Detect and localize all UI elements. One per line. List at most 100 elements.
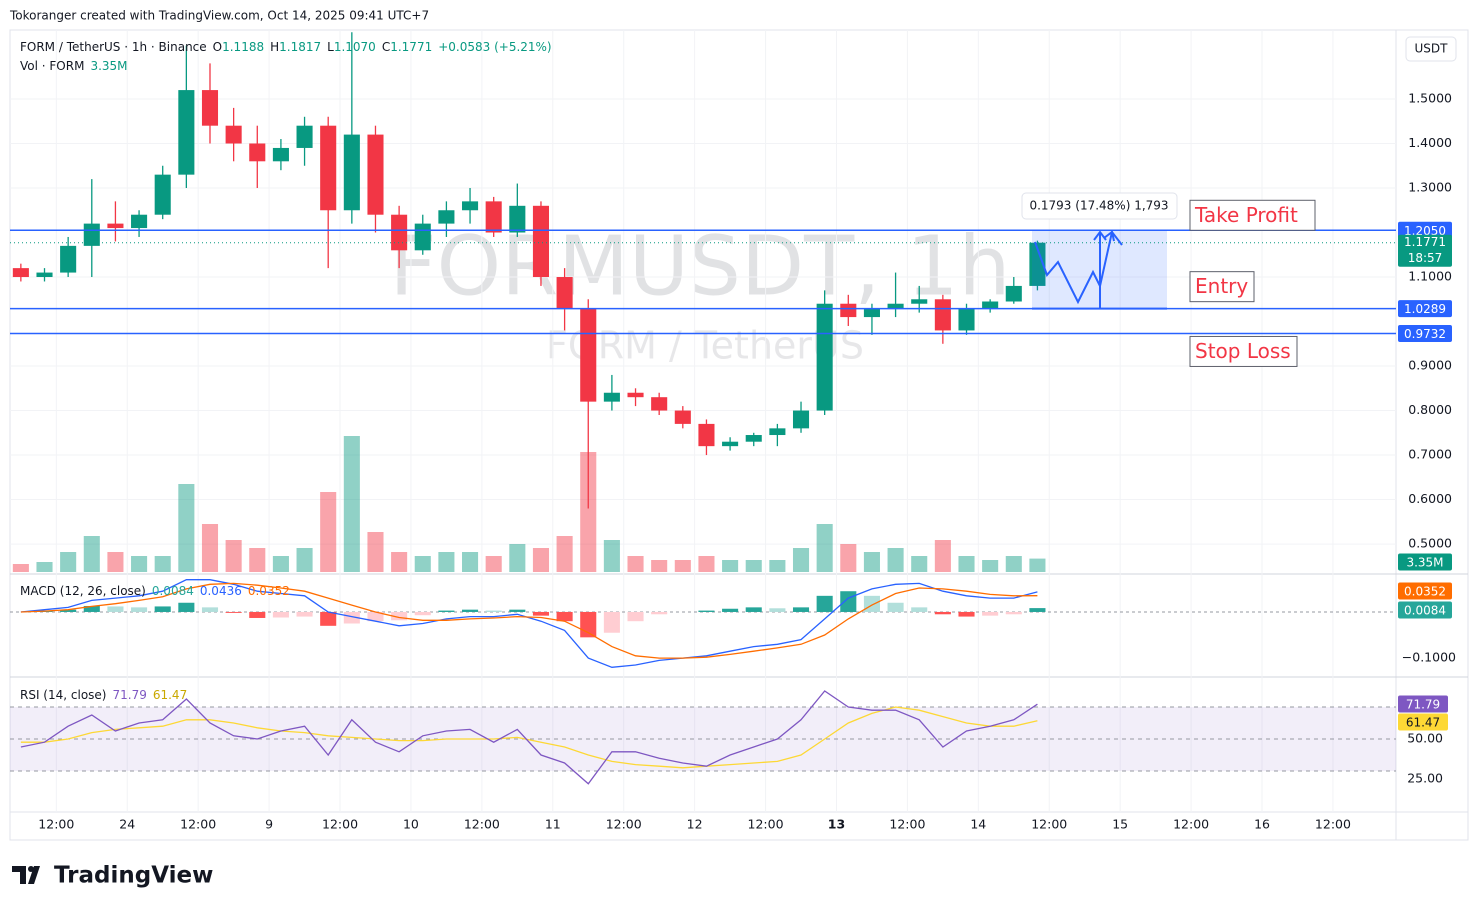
volume-bar xyxy=(83,536,100,572)
y-tick-label: 1.5000 xyxy=(1408,90,1452,105)
level-box xyxy=(1189,199,1316,231)
candle-body xyxy=(769,428,786,436)
volume-bar xyxy=(343,436,360,572)
candle-body xyxy=(911,299,928,304)
volume-bar xyxy=(438,552,455,572)
level-price-label-bg xyxy=(1398,221,1452,239)
legend-key: L xyxy=(327,40,334,54)
y-tick-label: 1.1000 xyxy=(1408,269,1452,284)
y-tick-label: −0.1000 xyxy=(1402,650,1456,665)
macd-histogram-bar xyxy=(698,610,715,612)
macd-histogram-bar xyxy=(745,607,762,612)
macd-histogram-bar xyxy=(769,608,786,612)
volume-bar xyxy=(674,560,691,572)
y-tick-label: 0.7000 xyxy=(1408,447,1452,462)
x-tick-label: 12:00 xyxy=(1031,817,1067,832)
x-tick-label: 16 xyxy=(1254,817,1270,832)
macd-histogram-bar xyxy=(792,607,810,612)
macd-histogram-bar xyxy=(154,606,171,612)
rsi-ma-value-label-bg xyxy=(1398,713,1448,731)
level-name: Entry xyxy=(1195,274,1248,298)
legend: FORM / TetherUS · 1h · Binance O1.1188 H1.… xyxy=(20,40,552,54)
rsi-value-label: 71.79 xyxy=(1406,698,1440,712)
volume-bar xyxy=(863,552,880,572)
macd-histogram-bar xyxy=(83,605,100,612)
macd-histogram-bar xyxy=(840,591,857,612)
measure-tooltip-bg xyxy=(1021,192,1178,220)
candle-body xyxy=(12,268,29,278)
volume-bar xyxy=(36,562,53,572)
volume-bar xyxy=(249,548,266,572)
candle-body xyxy=(343,134,360,211)
macd-histogram-bar xyxy=(816,595,833,612)
volume-bar xyxy=(391,552,408,572)
current-price-bg xyxy=(1398,234,1452,267)
volume-bar xyxy=(580,452,597,572)
y-tick-label: 0.6000 xyxy=(1408,491,1452,506)
macd-histogram-bar xyxy=(320,611,337,626)
y-tick-label: 50.00 xyxy=(1407,731,1443,746)
macd-histogram-bar xyxy=(958,611,975,617)
macd-hist-value: 0.0084 xyxy=(152,584,194,598)
candle-body xyxy=(603,392,620,402)
macd-value: 0.0436 xyxy=(200,584,242,598)
macd-histogram-bar xyxy=(1005,611,1022,615)
x-tick-label: 12:00 xyxy=(748,817,784,832)
currency: USDT xyxy=(1415,42,1449,56)
signal-value-label-bg xyxy=(1398,582,1452,600)
level-price-label: 0.9732 xyxy=(1404,327,1446,341)
currency-button[interactable] xyxy=(1405,36,1457,62)
candle-body xyxy=(934,299,951,331)
candle-body xyxy=(509,205,526,233)
legend-value: 1.1817 xyxy=(279,40,321,54)
signal-value: 0.0352 xyxy=(248,584,290,598)
candle-body xyxy=(391,214,408,251)
level-name: Stop Loss xyxy=(1195,339,1291,363)
macd-histogram-bar xyxy=(414,611,431,616)
candle-body xyxy=(131,214,148,229)
macd-histogram-bar xyxy=(178,602,195,612)
volume-label: 3.35M xyxy=(1406,556,1443,570)
volume-bar xyxy=(414,556,431,572)
macd-histogram-bar xyxy=(391,611,408,621)
candle-body xyxy=(651,397,668,411)
legend-value: 1.1771 xyxy=(390,40,432,54)
macd-histogram-bar xyxy=(863,595,880,612)
x-tick-label: 12:00 xyxy=(38,817,74,832)
candle-body xyxy=(485,201,502,233)
x-tick-label: 12:00 xyxy=(1173,817,1209,832)
signal-line xyxy=(20,582,1038,659)
macd-histogram-bar xyxy=(934,611,951,615)
macd-histogram-bar xyxy=(1029,608,1046,612)
candle-body xyxy=(201,90,219,126)
rsi-ma-value-label: 61.47 xyxy=(1406,716,1440,730)
x-tick-label: 12:00 xyxy=(1315,817,1351,832)
level-price-label-bg xyxy=(1398,300,1452,318)
macd-histogram-bar xyxy=(272,611,289,618)
volume-bar xyxy=(532,548,550,572)
header: Tokoranger created with TradingView.com,… xyxy=(9,9,429,23)
level-price-label-bg xyxy=(1398,324,1452,342)
candle-body xyxy=(367,134,384,215)
rsi-legend: RSI (14, close) 71.79 61.47 xyxy=(20,688,187,702)
candle-body xyxy=(438,210,455,224)
candle-body xyxy=(462,201,479,211)
volume-bar xyxy=(509,544,526,572)
x-tick-label: 9 xyxy=(265,817,273,832)
histogram-value-label-bg xyxy=(1398,601,1452,619)
macd-histogram-bar xyxy=(603,611,620,633)
macd-histogram-bar xyxy=(296,611,313,617)
macd-histogram-bar xyxy=(131,607,148,612)
macd-title: MACD (12, 26, close) xyxy=(20,584,146,598)
macd-histogram-bar xyxy=(107,606,124,612)
legend-title: FORM / TetherUS · 1h · Binance xyxy=(20,40,207,54)
macd-histogram-bar xyxy=(580,611,597,638)
macd-histogram-bar xyxy=(509,609,526,612)
candle-body xyxy=(580,308,597,402)
macd-histogram-bar xyxy=(462,609,479,612)
candle-body xyxy=(816,303,833,411)
y-tick-label: 1.4000 xyxy=(1408,135,1452,150)
macd-histogram-bar xyxy=(722,608,739,612)
